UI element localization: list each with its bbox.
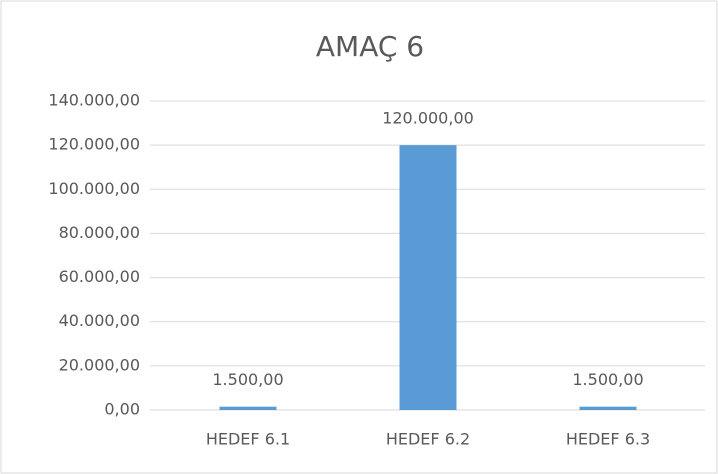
x-tick-label: HEDEF 6.1 (206, 430, 290, 449)
bar (579, 406, 637, 410)
x-tick-label: HEDEF 6.3 (566, 430, 650, 449)
y-tick-label: 140.000,00 (48, 91, 140, 110)
value-label: 1.500,00 (212, 370, 283, 389)
chart-title: AMAÇ 6 (316, 30, 424, 63)
y-tick-label: 100.000,00 (48, 179, 140, 198)
y-tick-label: 120.000,00 (48, 135, 140, 154)
x-tick-label: HEDEF 6.2 (386, 430, 470, 449)
bar (219, 406, 277, 410)
y-tick-label: 40.000,00 (59, 311, 140, 330)
value-label: 120.000,00 (382, 109, 474, 128)
bar (399, 145, 457, 410)
value-label: 1.500,00 (572, 370, 643, 389)
y-tick-label: 0,00 (104, 400, 140, 419)
y-tick-label: 60.000,00 (59, 267, 140, 286)
y-tick-label: 80.000,00 (59, 223, 140, 242)
y-tick-label: 20.000,00 (59, 355, 140, 374)
